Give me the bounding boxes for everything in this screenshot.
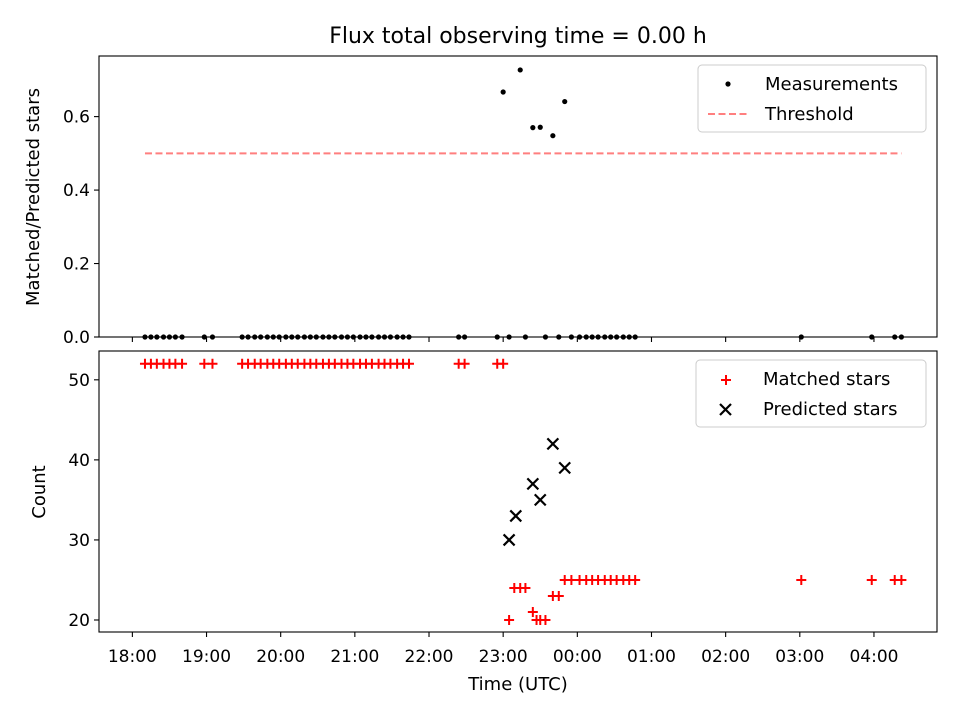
- star-markers-layer: [139, 358, 907, 625]
- top-legend: Measurements Threshold: [697, 64, 927, 133]
- matched-star-marker: [896, 574, 907, 585]
- x-axis-label: Time (UTC): [467, 674, 568, 695]
- top-panel: 0.0 0.2 0.4 0.6 Matched/Predicted stars Mea…: [23, 55, 938, 348]
- bottom-x-ticks: 18:00 19:00 20:00 21:00 22:00 23:00 00:00 01:00…: [108, 632, 898, 667]
- legend-marker-measurements: [725, 81, 731, 87]
- matched-star-marker: [459, 358, 470, 369]
- figure-title: Flux total observing time = 0.00 h: [329, 24, 707, 49]
- measurement-point: [537, 124, 543, 130]
- matched-star-marker: [553, 590, 564, 601]
- top-y-ticks: 0.0 0.2 0.4 0.6: [63, 108, 99, 348]
- bottom-legend: Matched stars Predicted stars: [695, 359, 927, 428]
- top-y-tick-label: 0.4: [63, 181, 90, 201]
- predicted-star-marker: [558, 461, 571, 475]
- bottom-y-ticks: 20 30 40 50: [68, 371, 99, 631]
- bottom-axes-frame: [98, 350, 938, 633]
- bottom-y-tick-label: 30: [68, 531, 90, 551]
- matched-star-marker: [207, 358, 218, 369]
- x-tick-label: 02:00: [701, 647, 750, 667]
- top-x-ticks: [131, 337, 875, 342]
- matched-star-marker: [504, 614, 515, 625]
- bottom-panel: 18:00 19:00 20:00 21:00 22:00 23:00 00:00 01:00…: [29, 350, 938, 695]
- x-tick-label: 20:00: [256, 647, 305, 667]
- top-legend-box: [697, 64, 927, 133]
- bottom-legend-box: [695, 359, 927, 428]
- matched-star-marker: [498, 358, 509, 369]
- matched-star-marker: [177, 358, 188, 369]
- legend-label-threshold: Threshold: [764, 104, 854, 125]
- matched-star-marker: [630, 574, 641, 585]
- predicted-star-marker: [546, 437, 560, 451]
- x-tick-label: 00:00: [553, 647, 602, 667]
- x-tick-label: 18:00: [108, 647, 157, 667]
- x-tick-label: 19:00: [182, 647, 231, 667]
- legend-marker-predicted-stars: [719, 403, 732, 416]
- legend-label-predicted-stars: Predicted stars: [763, 399, 897, 420]
- measurement-point: [500, 89, 506, 95]
- measurement-point: [530, 125, 536, 131]
- x-tick-label: 04:00: [849, 647, 898, 667]
- top-y-tick-label: 0.6: [63, 108, 90, 128]
- legend-marker-matched-stars: [721, 375, 731, 385]
- legend-label-matched-stars: Matched stars: [763, 369, 890, 390]
- predicted-star-marker: [509, 509, 523, 523]
- matched-star-marker: [520, 582, 531, 593]
- matched-star-marker: [403, 358, 414, 369]
- matched-star-marker: [866, 574, 877, 585]
- bottom-y-tick-label: 50: [68, 371, 90, 391]
- bottom-y-tick-label: 40: [68, 451, 90, 471]
- top-y-tick-label: 0.2: [63, 255, 90, 275]
- legend-label-measurements: Measurements: [765, 74, 898, 95]
- x-tick-label: 21:00: [330, 647, 379, 667]
- predicted-star-marker: [502, 533, 516, 547]
- bottom-y-axis-label: Count: [29, 465, 50, 518]
- measurement-point: [517, 67, 523, 73]
- top-axes-frame: [98, 55, 938, 338]
- x-tick-label: 23:00: [479, 647, 528, 667]
- matched-star-marker: [527, 606, 538, 617]
- x-tick-label: 22:00: [405, 647, 454, 667]
- top-y-axis-label: Matched/Predicted stars: [23, 88, 44, 306]
- bottom-y-tick-label: 20: [68, 611, 90, 631]
- matched-star-marker: [796, 574, 807, 585]
- matched-star-marker: [540, 614, 551, 625]
- x-tick-label: 03:00: [775, 647, 824, 667]
- top-y-tick-label: 0.0: [63, 328, 90, 348]
- predicted-star-marker: [526, 477, 540, 491]
- x-tick-label: 01:00: [627, 647, 676, 667]
- predicted-star-marker: [533, 493, 547, 507]
- measurement-point: [550, 133, 556, 139]
- measurement-point: [562, 98, 568, 105]
